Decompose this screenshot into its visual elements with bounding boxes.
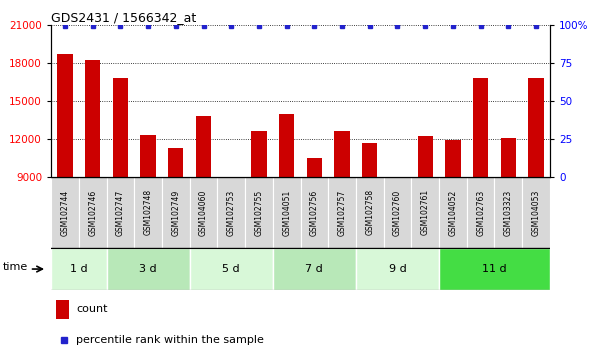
Text: 5 d: 5 d bbox=[222, 264, 240, 274]
Bar bbox=[113, 78, 128, 177]
Text: GSM103323: GSM103323 bbox=[504, 189, 513, 235]
Text: 7 d: 7 d bbox=[305, 264, 323, 274]
FancyBboxPatch shape bbox=[79, 177, 106, 248]
Bar bbox=[334, 131, 350, 177]
FancyBboxPatch shape bbox=[51, 248, 106, 290]
FancyBboxPatch shape bbox=[273, 248, 356, 290]
FancyBboxPatch shape bbox=[439, 177, 467, 248]
FancyBboxPatch shape bbox=[106, 248, 190, 290]
Bar bbox=[362, 143, 377, 177]
Bar bbox=[56, 300, 69, 319]
Text: 11 d: 11 d bbox=[482, 264, 507, 274]
Bar bbox=[390, 177, 405, 178]
Bar bbox=[307, 158, 322, 177]
Text: GSM104053: GSM104053 bbox=[531, 189, 540, 236]
Text: GSM102744: GSM102744 bbox=[61, 189, 70, 235]
Bar bbox=[85, 60, 100, 177]
FancyBboxPatch shape bbox=[273, 177, 300, 248]
FancyBboxPatch shape bbox=[356, 177, 383, 248]
Bar bbox=[528, 78, 544, 177]
Bar bbox=[168, 148, 183, 177]
Text: GSM102746: GSM102746 bbox=[88, 189, 97, 235]
Text: GSM104060: GSM104060 bbox=[199, 189, 208, 236]
Text: GSM102755: GSM102755 bbox=[254, 189, 263, 235]
Text: 9 d: 9 d bbox=[389, 264, 406, 274]
Text: 3 d: 3 d bbox=[139, 264, 157, 274]
FancyBboxPatch shape bbox=[51, 177, 79, 248]
FancyBboxPatch shape bbox=[467, 177, 495, 248]
Text: GSM102763: GSM102763 bbox=[476, 189, 485, 235]
Text: 1 d: 1 d bbox=[70, 264, 88, 274]
FancyBboxPatch shape bbox=[383, 177, 411, 248]
Bar bbox=[501, 138, 516, 177]
Bar bbox=[418, 136, 433, 177]
Text: GSM102753: GSM102753 bbox=[227, 189, 236, 235]
Bar bbox=[251, 131, 267, 177]
FancyBboxPatch shape bbox=[162, 177, 190, 248]
Text: GSM102757: GSM102757 bbox=[338, 189, 347, 235]
FancyBboxPatch shape bbox=[300, 177, 328, 248]
Text: GSM102748: GSM102748 bbox=[144, 189, 153, 235]
FancyBboxPatch shape bbox=[218, 177, 245, 248]
Bar bbox=[196, 116, 211, 177]
FancyBboxPatch shape bbox=[439, 248, 550, 290]
Text: GSM104051: GSM104051 bbox=[282, 189, 291, 235]
Bar bbox=[141, 135, 156, 177]
Text: GDS2431 / 1566342_at: GDS2431 / 1566342_at bbox=[51, 11, 197, 24]
FancyBboxPatch shape bbox=[106, 177, 134, 248]
FancyBboxPatch shape bbox=[190, 177, 218, 248]
Text: GSM102758: GSM102758 bbox=[365, 189, 374, 235]
Text: GSM102756: GSM102756 bbox=[310, 189, 319, 235]
FancyBboxPatch shape bbox=[522, 177, 550, 248]
Text: GSM102749: GSM102749 bbox=[171, 189, 180, 235]
Text: GSM104052: GSM104052 bbox=[448, 189, 457, 235]
Text: count: count bbox=[76, 304, 108, 314]
FancyBboxPatch shape bbox=[190, 248, 273, 290]
Bar bbox=[445, 140, 460, 177]
Bar bbox=[279, 114, 294, 177]
Text: GSM102760: GSM102760 bbox=[393, 189, 402, 235]
Text: percentile rank within the sample: percentile rank within the sample bbox=[76, 335, 264, 345]
FancyBboxPatch shape bbox=[328, 177, 356, 248]
FancyBboxPatch shape bbox=[356, 248, 439, 290]
FancyBboxPatch shape bbox=[245, 177, 273, 248]
Bar bbox=[57, 54, 73, 177]
Text: GSM102747: GSM102747 bbox=[116, 189, 125, 235]
Text: time: time bbox=[2, 262, 28, 272]
FancyBboxPatch shape bbox=[411, 177, 439, 248]
Text: GSM102761: GSM102761 bbox=[421, 189, 430, 235]
Bar bbox=[473, 78, 488, 177]
FancyBboxPatch shape bbox=[495, 177, 522, 248]
Bar bbox=[224, 177, 239, 181]
FancyBboxPatch shape bbox=[134, 177, 162, 248]
